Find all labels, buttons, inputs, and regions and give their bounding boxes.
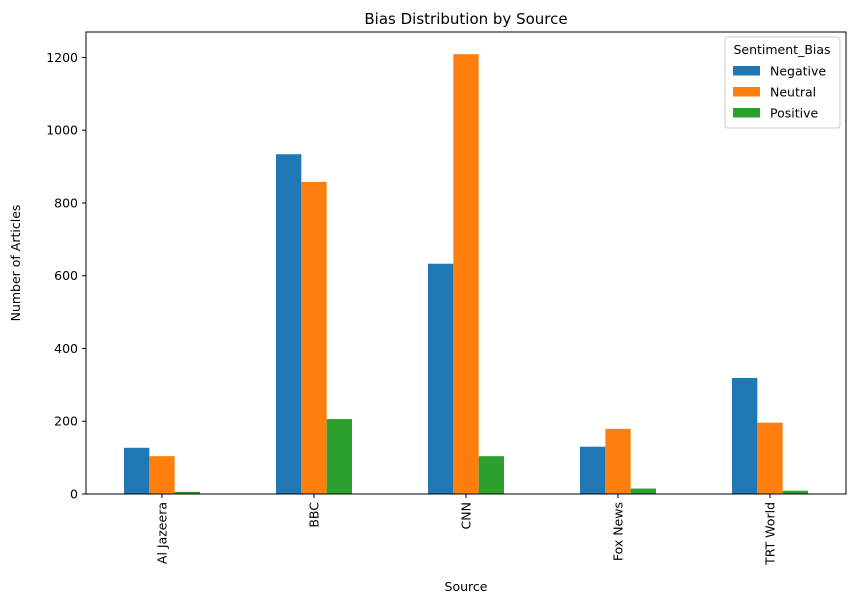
bar-positive-fox-news <box>630 488 656 494</box>
bar-neutral-cnn <box>453 54 479 494</box>
x-tick-label: Al Jazeera <box>155 502 170 564</box>
bar-negative-cnn <box>428 263 454 494</box>
legend-box <box>724 36 841 129</box>
legend-label-positive: Positive <box>770 106 818 121</box>
bar-negative-al-jazeera <box>124 447 150 494</box>
legend-items: Negative Neutral Positive <box>733 64 826 121</box>
bar-positive-cnn <box>478 456 504 494</box>
bar-positive-trt-world <box>782 490 808 494</box>
legend-title: Sentiment_Bias <box>733 42 830 57</box>
x-tick-label: TRT World <box>763 502 778 566</box>
bar-positive-al-jazeera <box>174 491 200 494</box>
bar-neutral-trt-world <box>757 422 783 494</box>
legend: Sentiment_Bias Negative Neutral Positive <box>724 36 841 129</box>
bars-group <box>124 54 808 494</box>
bar-neutral-al-jazeera <box>149 456 175 494</box>
x-axis-label: Source <box>445 579 488 594</box>
bar-neutral-bbc <box>301 181 327 494</box>
y-tick-label: 1000 <box>46 123 78 138</box>
bar-neutral-fox-news <box>605 428 631 494</box>
legend-label-neutral: Neutral <box>770 85 816 100</box>
y-tick-label: 200 <box>54 414 78 429</box>
y-tick-label: 1200 <box>46 50 78 65</box>
legend-swatch-positive <box>733 108 760 118</box>
x-tick-label: CNN <box>459 502 474 529</box>
y-axis: 0 200 400 600 800 1000 1200 <box>46 50 86 502</box>
legend-swatch-negative <box>733 66 760 76</box>
plot-area <box>85 31 847 495</box>
legend-label-negative: Negative <box>770 64 826 79</box>
x-tick-label: Fox News <box>611 502 626 561</box>
y-tick-label: 0 <box>70 487 78 502</box>
y-tick-label: 400 <box>54 341 78 356</box>
bar-negative-trt-world <box>732 377 758 494</box>
chart-title: Bias Distribution by Source <box>364 10 567 28</box>
y-tick-label: 800 <box>54 195 78 210</box>
y-axis-label: Number of Articles <box>8 205 23 322</box>
legend-swatch-neutral <box>733 87 760 97</box>
bar-negative-fox-news <box>580 446 606 494</box>
x-axis: Al Jazeera BBC CNN Fox News TRT World <box>155 494 778 566</box>
y-tick-label: 600 <box>54 268 78 283</box>
bar-positive-bbc <box>326 419 352 494</box>
x-tick-label: BBC <box>307 502 322 528</box>
bar-negative-bbc <box>276 154 302 494</box>
